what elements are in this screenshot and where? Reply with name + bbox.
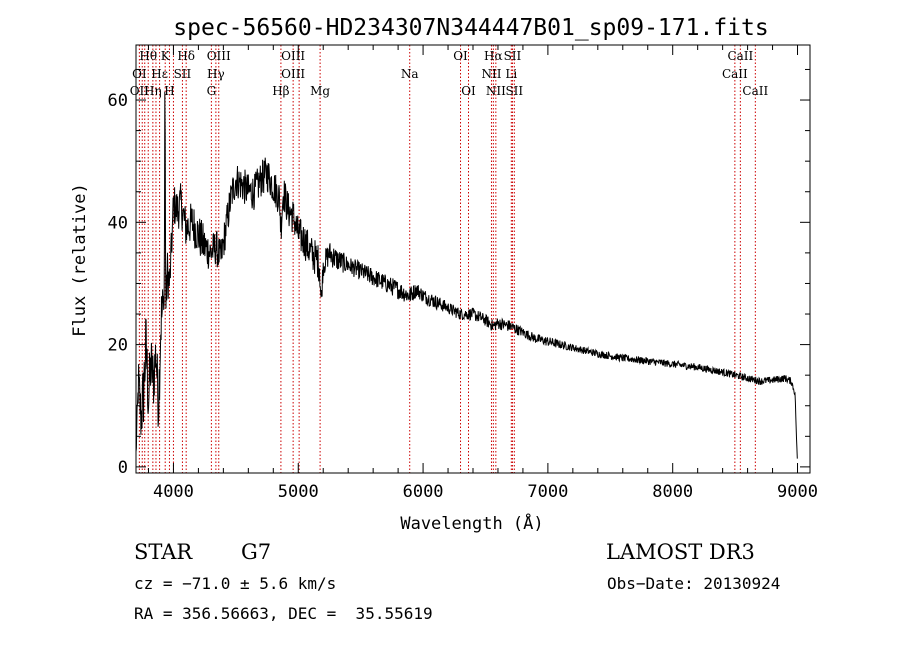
x-tick-label: 7000 xyxy=(527,482,568,502)
spectral-line-label: OII xyxy=(130,84,150,98)
y-axis-ticks: 0 20 40 60 xyxy=(108,68,810,478)
spectral-line-label: CaII xyxy=(727,49,753,63)
spectral-line-label: SII xyxy=(505,84,523,98)
spectral-line-label: NII xyxy=(481,67,501,81)
x-tick-label: 8000 xyxy=(652,482,693,502)
spectral-line-label: K xyxy=(161,49,171,63)
x-tick-label: 6000 xyxy=(403,482,444,502)
x-tick-label: 9000 xyxy=(777,482,818,502)
spectral-line-label: Hε xyxy=(151,67,168,81)
spectral-line-label: OIII xyxy=(281,67,305,81)
spectral-line-label: SII xyxy=(174,67,192,81)
y-tick-label: 60 xyxy=(108,91,128,111)
obs-date: Obs−Date: 20130924 xyxy=(607,574,781,593)
spectral-line-label: G xyxy=(207,84,217,98)
spectral-line-label: Hβ xyxy=(272,84,289,98)
x-axis-label: Wavelength (Å) xyxy=(400,512,543,534)
plot-frame xyxy=(135,44,811,474)
spectral-line-label: OIII xyxy=(281,49,305,63)
spectral-line-label: CaII xyxy=(742,84,768,98)
spectral-line-label: Na xyxy=(401,67,419,81)
x-tick-label: 5000 xyxy=(278,482,319,502)
spectral-line-label: SII xyxy=(504,49,522,63)
survey-name: LAMOST DR3 xyxy=(606,540,755,564)
object-subclass: G7 xyxy=(241,540,272,564)
spectral-line-label: Li xyxy=(505,67,517,81)
object-class: STAR xyxy=(134,540,193,564)
spectral-line-label: OI xyxy=(461,84,476,98)
spectral-line-label: Mg xyxy=(310,84,330,98)
spectral-line-label: NII xyxy=(486,84,506,98)
spectrum-line xyxy=(135,91,798,459)
spectral-line-label: OIII xyxy=(207,49,231,63)
spectral-line-label: Hα xyxy=(484,49,503,63)
y-tick-label: 20 xyxy=(108,336,128,356)
x-tick-label: 4000 xyxy=(153,482,194,502)
y-tick-label: 0 xyxy=(118,458,128,478)
x-axis-ticks: 4000 5000 6000 7000 8000 9000 xyxy=(147,45,818,502)
y-axis-label: Flux (relative) xyxy=(70,183,90,337)
coordinates: RA = 356.56663, DEC = 35.55619 xyxy=(134,604,433,623)
spectral-line-label: H xyxy=(164,84,174,98)
spectral-line-label: Hγ xyxy=(207,67,225,81)
spectral-line-label: Hδ xyxy=(177,49,195,63)
spectral-line-label: Hθ xyxy=(139,49,157,63)
spectral-line-label: OI xyxy=(453,49,468,63)
chart-title: spec-56560-HD234307N344447B01_sp09-171.f… xyxy=(173,15,768,41)
redshift-text: cz = −71.0 ± 5.6 km/s xyxy=(134,574,337,593)
spectral-line-label: Hη xyxy=(144,84,162,98)
line-markers xyxy=(138,45,756,473)
y-tick-label: 40 xyxy=(108,213,128,233)
spectral-line-label: CaII xyxy=(722,67,748,81)
